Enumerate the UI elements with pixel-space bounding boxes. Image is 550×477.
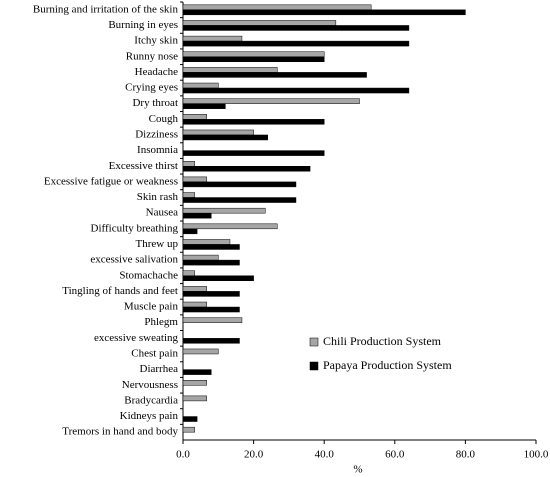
y-tick-label: Difficulty breathing bbox=[91, 222, 179, 234]
y-tick-label: Crying eyes bbox=[125, 82, 178, 94]
legend-label: Papaya Production System bbox=[323, 358, 452, 372]
y-tick-label: Tremors in hand and body bbox=[62, 426, 178, 438]
y-tick-label: Stomachache bbox=[119, 269, 178, 281]
legend-label: Chili Production System bbox=[323, 334, 442, 348]
y-tick-label: Cough bbox=[149, 113, 179, 125]
bar bbox=[182, 181, 297, 188]
y-tick-label: Dizziness bbox=[135, 128, 178, 140]
y-tick-label: Diarrhea bbox=[140, 363, 179, 375]
bar bbox=[182, 228, 198, 235]
y-tick-label: Excessive fatigue or weakness bbox=[44, 175, 178, 187]
bar bbox=[182, 72, 367, 78]
x-tick-label: 80.0 bbox=[456, 449, 476, 461]
y-tick-label: Chest pain bbox=[131, 347, 178, 359]
y-tick-label: Runny nose bbox=[126, 50, 178, 62]
bar bbox=[182, 259, 240, 266]
bar bbox=[182, 134, 268, 141]
bar bbox=[182, 114, 207, 120]
y-tick-label: Dry throat bbox=[132, 97, 178, 109]
x-tick-label: 0.0 bbox=[176, 449, 190, 461]
y-tick-label: excessive salivation bbox=[90, 254, 178, 266]
bar bbox=[182, 348, 219, 355]
bar bbox=[182, 317, 243, 323]
bar bbox=[182, 87, 410, 94]
x-tick-label: 100.0 bbox=[524, 449, 549, 461]
bar bbox=[182, 4, 372, 11]
bar bbox=[182, 9, 466, 16]
y-tick-label: excessive sweating bbox=[94, 332, 178, 344]
y-tick-label: Phlegm bbox=[144, 316, 178, 328]
y-tick-label: Nervousness bbox=[122, 379, 178, 391]
bar bbox=[182, 161, 195, 167]
x-tick-label: 60.0 bbox=[385, 449, 405, 461]
bar bbox=[182, 301, 207, 308]
bar bbox=[182, 223, 278, 230]
y-tick-label: Excessive thirst bbox=[109, 160, 178, 172]
y-tick-label: Skin rash bbox=[137, 191, 179, 203]
bar bbox=[182, 176, 207, 183]
bar bbox=[182, 20, 337, 26]
y-tick-label: Burning in eyes bbox=[108, 19, 178, 31]
bar bbox=[182, 275, 254, 281]
bar bbox=[182, 416, 198, 422]
x-tick-label: 20.0 bbox=[244, 449, 264, 461]
bar bbox=[182, 51, 325, 57]
legend-swatch bbox=[309, 337, 319, 347]
bar bbox=[182, 270, 195, 276]
bar bbox=[182, 166, 311, 172]
bar bbox=[182, 103, 226, 109]
bar bbox=[182, 338, 240, 344]
bar bbox=[182, 197, 297, 203]
bar bbox=[182, 380, 207, 386]
bar bbox=[182, 192, 195, 198]
bar bbox=[182, 98, 360, 104]
bar bbox=[182, 129, 254, 136]
bar bbox=[182, 306, 240, 313]
legend-swatch bbox=[309, 361, 319, 371]
y-tick-label: Insomnia bbox=[137, 144, 178, 156]
bar bbox=[182, 150, 325, 156]
bar bbox=[182, 56, 325, 62]
bar bbox=[182, 291, 240, 297]
bar bbox=[182, 426, 195, 433]
y-tick-label: Muscle pain bbox=[124, 301, 179, 313]
bar bbox=[182, 25, 410, 31]
y-tick-label: Tingling of hands and feet bbox=[62, 285, 178, 297]
bar bbox=[182, 239, 231, 245]
y-tick-label: Itchy skin bbox=[134, 35, 178, 47]
bar bbox=[182, 212, 212, 219]
bar bbox=[182, 286, 207, 292]
bar bbox=[182, 119, 325, 125]
x-axis-label: % bbox=[353, 464, 362, 476]
bar bbox=[182, 254, 219, 261]
bar bbox=[182, 40, 410, 47]
bar bbox=[182, 395, 207, 402]
bar bbox=[182, 82, 219, 89]
y-tick-label: Bradycardia bbox=[124, 394, 178, 406]
bar bbox=[182, 244, 240, 250]
y-tick-label: Threw up bbox=[136, 238, 179, 250]
y-tick-label: Headache bbox=[135, 66, 178, 78]
bar bbox=[182, 35, 243, 42]
x-tick-label: 40.0 bbox=[315, 449, 335, 461]
y-tick-label: Nausea bbox=[146, 207, 178, 219]
bar bbox=[182, 67, 278, 73]
y-tick-label: Kidneys pain bbox=[120, 410, 179, 422]
y-tick-label: Burning and irritation of the skin bbox=[33, 3, 179, 15]
bar bbox=[182, 369, 212, 375]
bar bbox=[182, 207, 266, 214]
